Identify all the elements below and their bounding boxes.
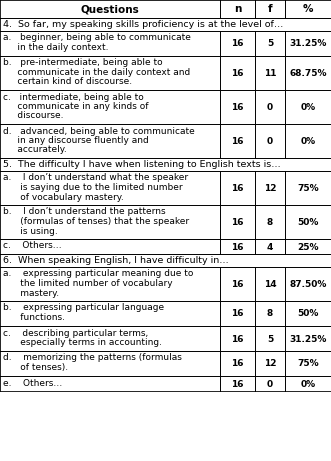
Text: especially terms in accounting.: especially terms in accounting. <box>3 338 162 347</box>
Text: is using.: is using. <box>3 226 58 236</box>
Text: of tenses).: of tenses). <box>3 363 68 372</box>
Text: 6.  When speaking English, I have difficulty in…: 6. When speaking English, I have difficu… <box>3 256 229 265</box>
Text: 16: 16 <box>231 103 244 112</box>
Text: 8: 8 <box>267 218 273 227</box>
Text: d.    memorizing the patterns (formulas: d. memorizing the patterns (formulas <box>3 354 182 362</box>
Text: 0%: 0% <box>301 137 315 146</box>
Text: 16: 16 <box>231 69 244 78</box>
Text: b.   pre-intermediate, being able to: b. pre-intermediate, being able to <box>3 59 163 67</box>
Text: 16: 16 <box>231 379 244 389</box>
Text: b.    I don’t understand the patterns: b. I don’t understand the patterns <box>3 207 166 217</box>
Text: 12: 12 <box>264 360 276 368</box>
Text: 16: 16 <box>231 335 244 343</box>
Text: 5: 5 <box>267 335 273 343</box>
Text: 25%: 25% <box>297 242 319 252</box>
Text: 0: 0 <box>267 379 273 389</box>
Text: 5: 5 <box>267 40 273 48</box>
Text: a.   beginner, being able to communicate: a. beginner, being able to communicate <box>3 34 191 42</box>
Bar <box>0 18 331 31</box>
Text: c.    describing particular terms,: c. describing particular terms, <box>3 329 148 337</box>
Text: a.    expressing particular meaning due to: a. expressing particular meaning due to <box>3 270 193 278</box>
Text: 0%: 0% <box>301 103 315 112</box>
Text: certain kind of discourse.: certain kind of discourse. <box>3 77 132 87</box>
Text: is saying due to the limited number: is saying due to the limited number <box>3 183 183 192</box>
Text: 68.75%: 68.75% <box>289 69 327 78</box>
Text: e.    Others…: e. Others… <box>3 378 62 388</box>
Text: Questions: Questions <box>81 5 139 14</box>
Text: 16: 16 <box>231 309 244 319</box>
Text: 16: 16 <box>231 137 244 146</box>
Text: discourse.: discourse. <box>3 112 64 120</box>
Text: 0: 0 <box>267 137 273 146</box>
Text: 50%: 50% <box>297 218 319 227</box>
Text: accurately.: accurately. <box>3 146 67 154</box>
Text: b.    expressing particular language: b. expressing particular language <box>3 303 164 313</box>
Text: 14: 14 <box>264 280 276 289</box>
Text: d.   advanced, being able to communicate: d. advanced, being able to communicate <box>3 126 195 136</box>
Text: of vocabulary mastery.: of vocabulary mastery. <box>3 193 124 201</box>
Text: 31.25%: 31.25% <box>289 40 327 48</box>
Text: 50%: 50% <box>297 309 319 319</box>
Text: mastery.: mastery. <box>3 289 59 297</box>
Text: in the daily context.: in the daily context. <box>3 43 109 52</box>
Text: 16: 16 <box>231 184 244 193</box>
Text: 0: 0 <box>267 103 273 112</box>
Text: f: f <box>268 5 272 14</box>
Text: 16: 16 <box>231 242 244 252</box>
Text: functions.: functions. <box>3 313 65 322</box>
Text: n: n <box>234 5 241 14</box>
Text: 12: 12 <box>264 184 276 193</box>
Text: communicate in the daily context and: communicate in the daily context and <box>3 68 190 77</box>
Text: (formulas of tenses) that the speaker: (formulas of tenses) that the speaker <box>3 217 189 226</box>
Text: 31.25%: 31.25% <box>289 335 327 343</box>
Text: 16: 16 <box>231 218 244 227</box>
Text: 16: 16 <box>231 360 244 368</box>
Text: 87.50%: 87.50% <box>289 280 327 289</box>
Text: 8: 8 <box>267 309 273 319</box>
Text: %: % <box>303 5 313 14</box>
Bar <box>0 254 331 267</box>
Text: 16: 16 <box>231 40 244 48</box>
Text: the limited number of vocabulary: the limited number of vocabulary <box>3 279 173 288</box>
Text: 11: 11 <box>264 69 276 78</box>
Text: 75%: 75% <box>297 184 319 193</box>
Text: 5.  The difficulty I have when listening to English texts is…: 5. The difficulty I have when listening … <box>3 160 281 169</box>
Text: a.    I don’t understand what the speaker: a. I don’t understand what the speaker <box>3 173 188 183</box>
Bar <box>0 158 331 171</box>
Text: 75%: 75% <box>297 360 319 368</box>
Text: 0%: 0% <box>301 379 315 389</box>
Text: 4: 4 <box>267 242 273 252</box>
Text: communicate in any kinds of: communicate in any kinds of <box>3 102 149 111</box>
Text: in any discourse fluently and: in any discourse fluently and <box>3 136 149 145</box>
Text: 4.  So far, my speaking skills proficiency is at the level of…: 4. So far, my speaking skills proficienc… <box>3 20 283 29</box>
Text: c.   intermediate, being able to: c. intermediate, being able to <box>3 93 144 101</box>
Text: 16: 16 <box>231 280 244 289</box>
Text: c.    Others…: c. Others… <box>3 242 62 250</box>
